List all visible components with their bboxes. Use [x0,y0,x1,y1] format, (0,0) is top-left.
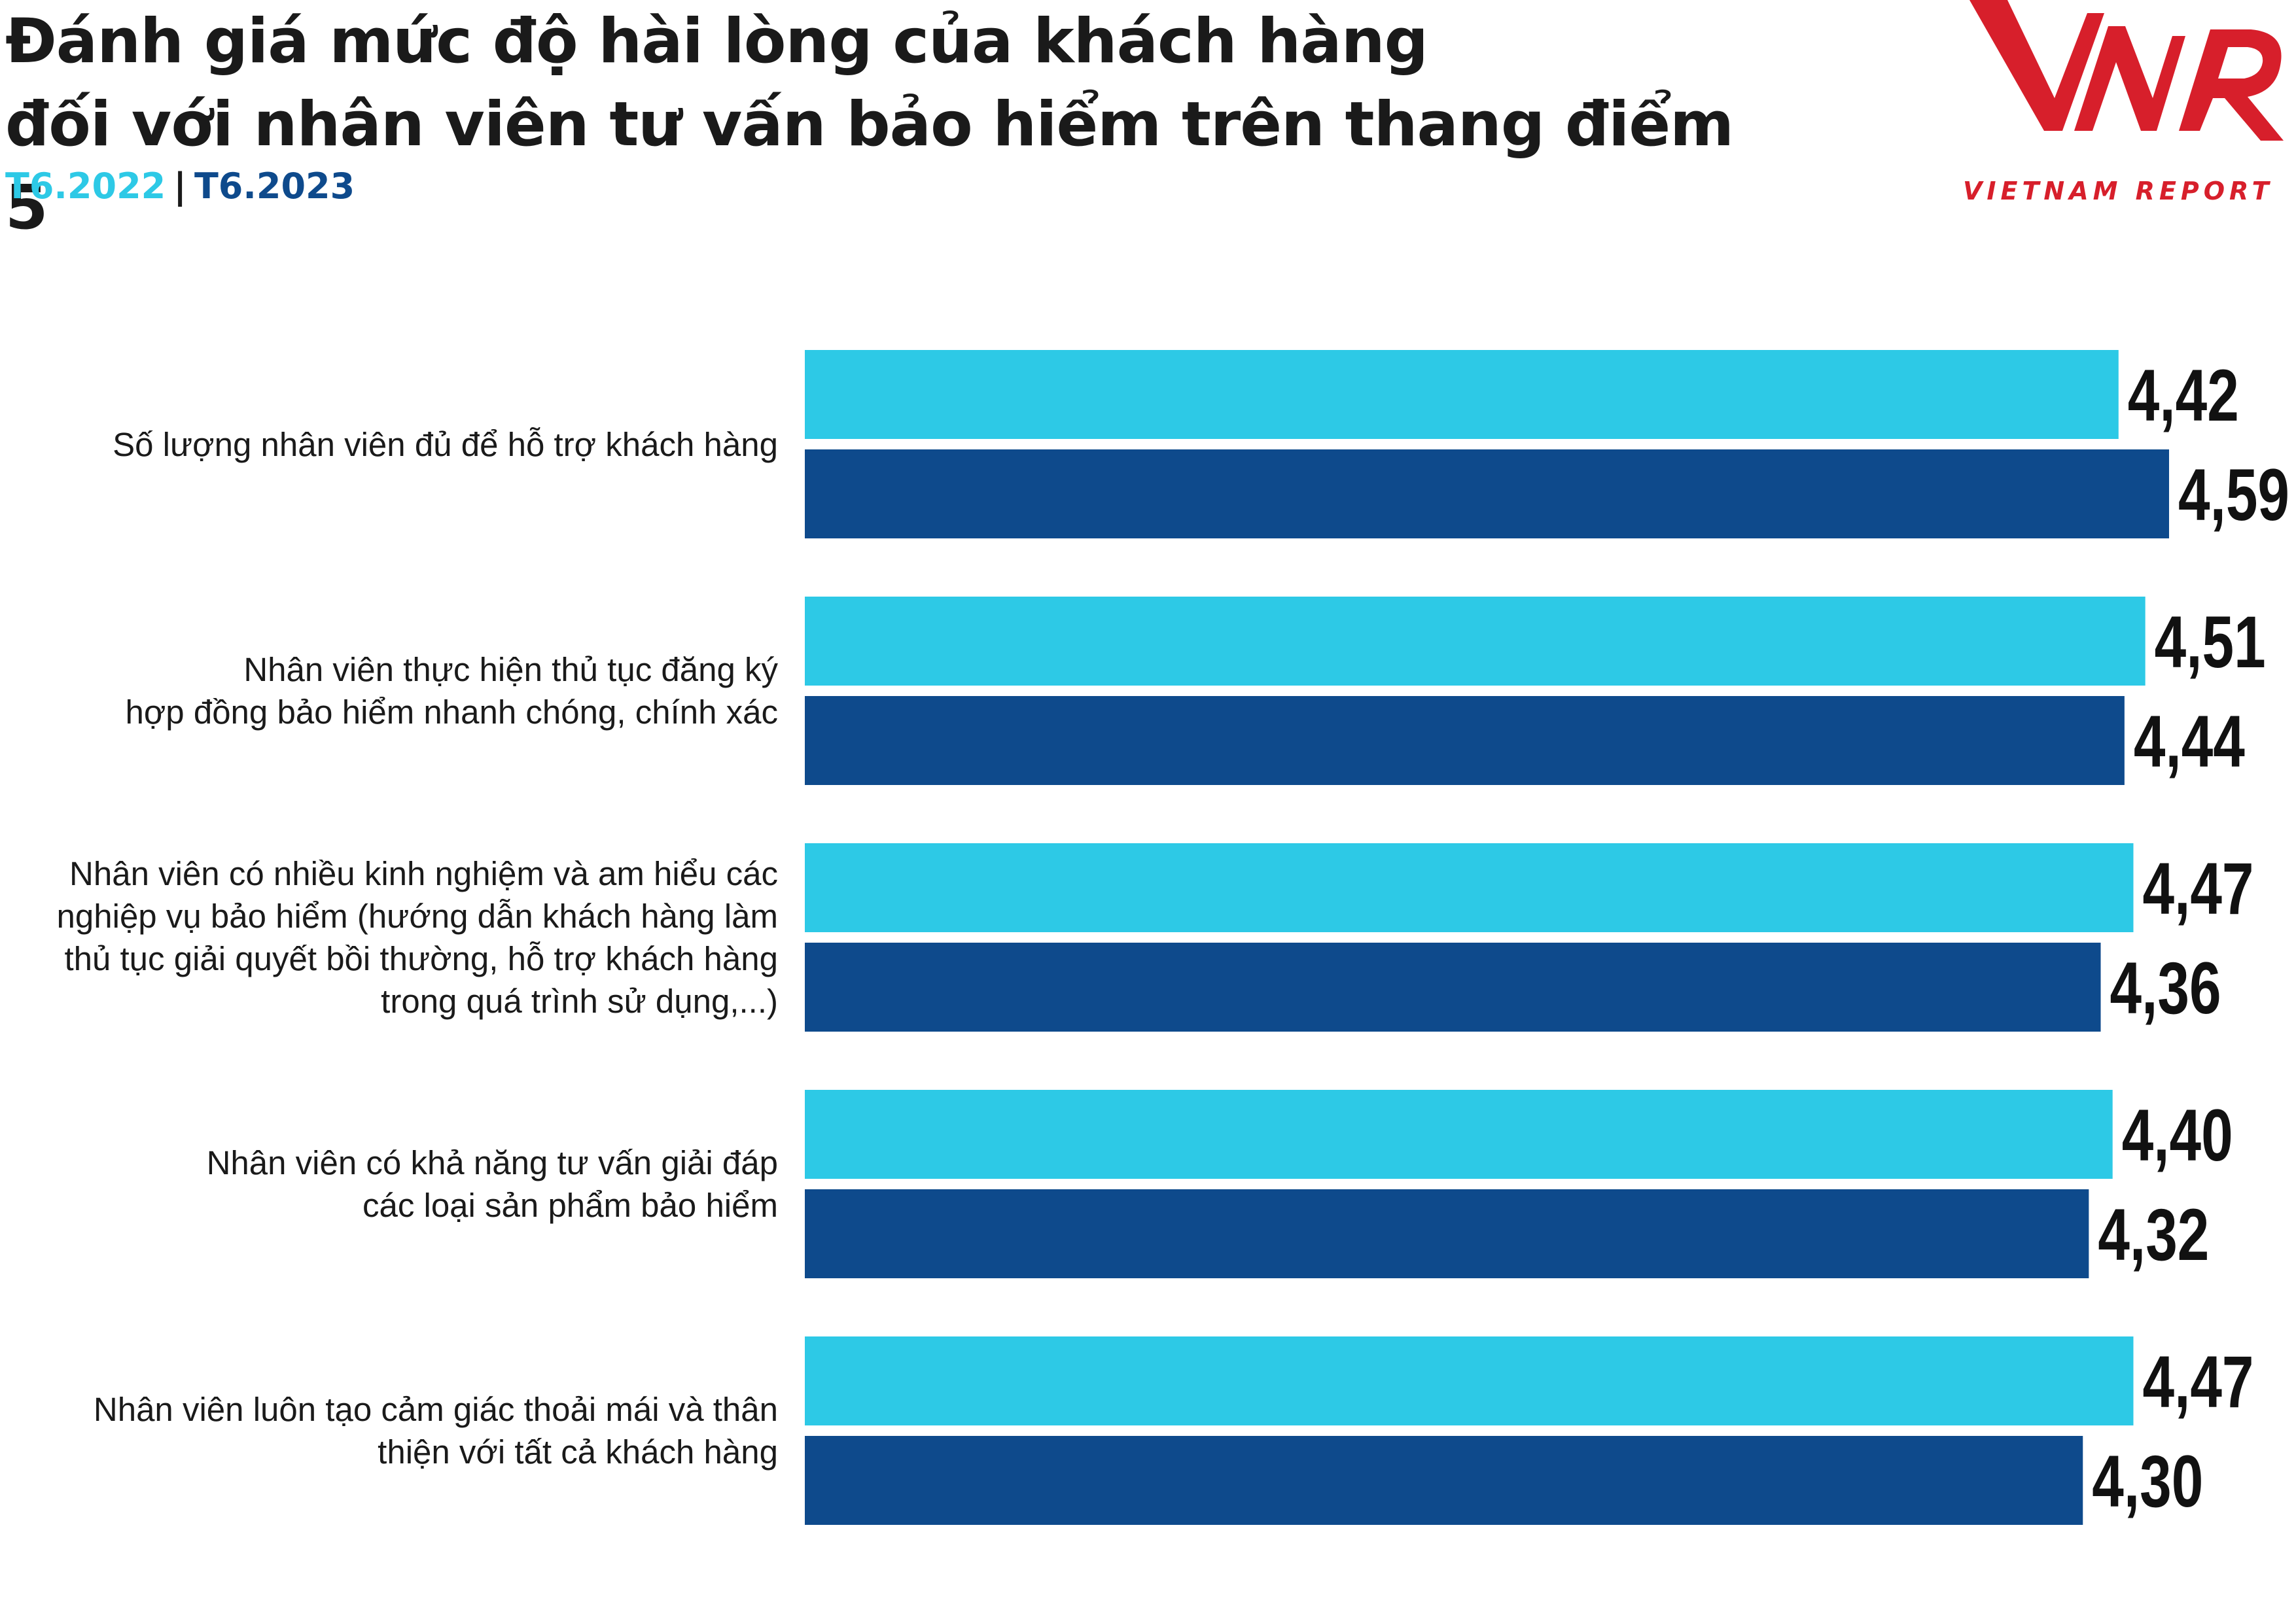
category-label-line: trong quá trình sử dụng,...) [381,983,778,1020]
title-line-1: Đánh giá mức độ hài lòng của khách hàng [5,6,1428,77]
bar-T6-2023-2 [805,696,2125,785]
bar-T6-2022-1 [805,350,2119,439]
category-label-line: các loại sản phẩm bảo hiểm [362,1187,778,1224]
category-label-line: thiện với tất cả khách hàng [378,1433,778,1471]
value-label-T6-2023-3: 4,36 [2110,948,2221,1030]
category-label-line: Nhân viên thực hiện thủ tục đăng ký [243,651,778,688]
bar-T6-2022-5 [805,1336,2134,1425]
value-label-T6-2023-5: 4,30 [2092,1441,2203,1523]
bar-T6-2023-1 [805,449,2169,538]
legend-series-2022: T6.2022 [5,166,166,207]
value-label-T6-2022-2: 4,51 [2155,602,2266,684]
vietnam-report-logo: VIETNAM REPORT [1963,0,2284,205]
value-label-T6-2022-3: 4,47 [2142,848,2253,930]
category-label-5: Nhân viên luôn tạo cảm giác thoải mái và… [6,1388,778,1473]
category-label-4: Nhân viên có khả năng tư vấn giải đáp các… [6,1142,778,1227]
value-labels-group: 4,42 4,59 4,51 4,44 4,47 4,36 4,40 4,32 4,47 4,30 [2092,355,2289,1523]
bar-T6-2022-4 [805,1090,2113,1179]
bar-T6-2022-3 [805,843,2134,932]
category-label-line: nghiệp vụ bảo hiểm (hướng dẫn khách hàng… [56,898,778,935]
value-label-T6-2022-1: 4,42 [2128,355,2239,437]
legend: T6.2022 | T6.2023 [5,164,355,209]
bar-T6-2023-5 [805,1436,2083,1525]
category-label-line: Nhân viên có nhiều kinh nghiệm và am hiể… [69,855,778,892]
bar-T6-2023-4 [805,1189,2089,1278]
category-label-line: Số lượng nhân viên đủ để hỗ trợ khách hà… [113,425,778,463]
chart-title: Đánh giá mức độ hài lòng của khách hàng … [5,0,1772,249]
category-label-1: Số lượng nhân viên đủ để hỗ trợ khách hà… [6,423,778,466]
value-label-T6-2023-2: 4,44 [2134,701,2245,783]
category-label-line: hợp đồng bảo hiểm nhanh chóng, chính xác [125,693,778,731]
bar-T6-2023-3 [805,943,2101,1032]
value-label-T6-2023-4: 4,32 [2098,1195,2209,1276]
category-label-3: Nhân viên có nhiều kinh nghiệm và am hiể… [6,852,778,1022]
category-label-2: Nhân viên thực hiện thủ tục đăng ký hợp đ… [6,648,778,733]
bars-group [805,350,2169,1525]
legend-series-2023: T6.2023 [194,166,355,207]
value-label-T6-2022-5: 4,47 [2142,1342,2253,1423]
category-label-line: Nhân viên luôn tạo cảm giác thoải mái và… [93,1391,778,1428]
value-label-T6-2022-4: 4,40 [2122,1095,2233,1177]
title-line-2: đối với nhân viên tư vấn bảo hiểm trên t… [5,89,1734,243]
legend-separator: | [173,166,186,207]
bar-T6-2022-2 [805,597,2146,686]
category-label-line: Nhân viên có khả năng tư vấn giải đáp [206,1144,778,1181]
value-label-T6-2023-1: 4,59 [2178,455,2289,536]
vnr-logo-mark [1969,0,2284,141]
category-label-line: thủ tục giải quyết bồi thường, hỗ trợ kh… [64,940,778,977]
logo-caption: VIETNAM REPORT [1963,177,2274,205]
